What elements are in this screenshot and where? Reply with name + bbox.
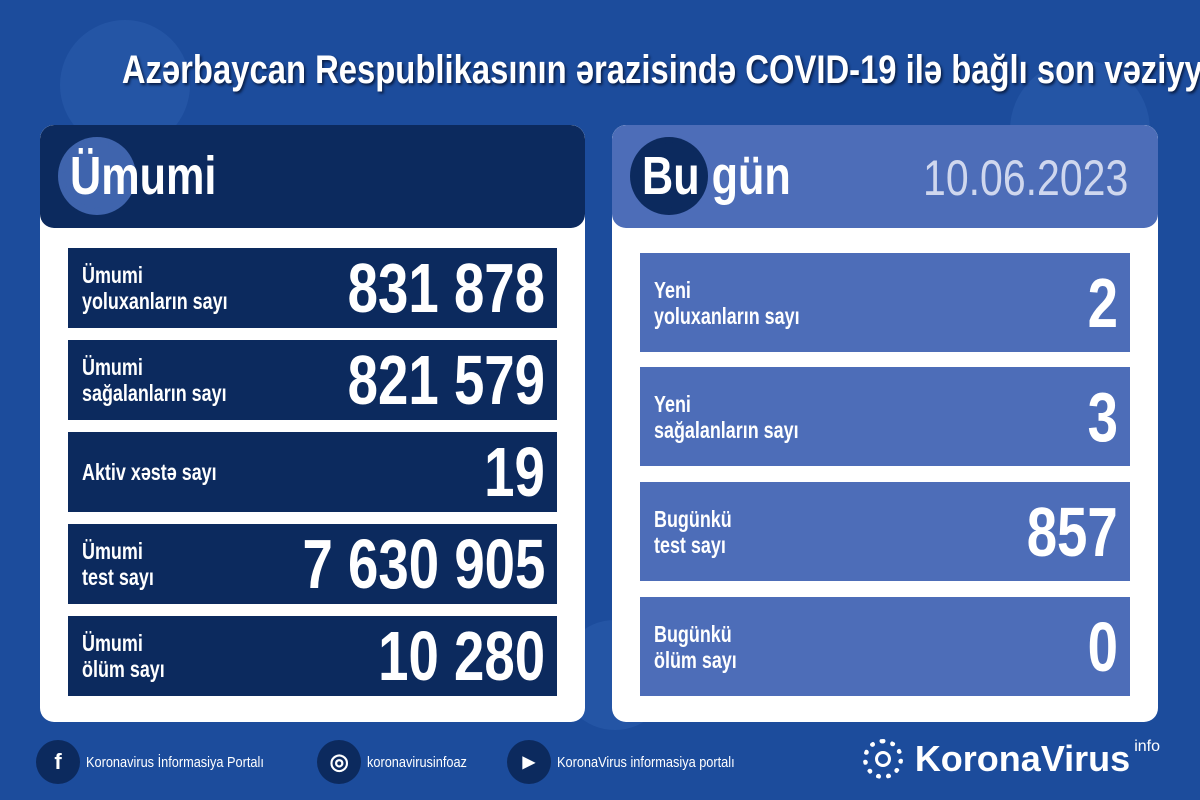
stat-value: 10 280: [377, 617, 545, 695]
stat-label: Ümumi yoluxanların sayı: [82, 262, 228, 314]
total-header: Ümumi: [40, 125, 585, 228]
stat-row: Yeni yoluxanların sayı 2: [640, 253, 1130, 352]
youtube-link[interactable]: ▶ KoronaVirus informasiya portalı: [506, 740, 746, 784]
virus-icon: [630, 137, 708, 215]
page-title: Azərbaycan Respublikasının ərazisində CO…: [0, 48, 1200, 93]
stat-label: Bugünkü ölüm sayı: [654, 620, 737, 673]
stat-value: 831 878: [347, 249, 545, 327]
facebook-text: Koronavirus İnformasiya Portalı: [86, 753, 264, 771]
title-text: Azərbaycan Respublikasının ərazisində CO…: [121, 48, 1200, 92]
footer: f Koronavirus İnformasiya Portalı ◎ korona…: [36, 738, 1160, 786]
instagram-text: koronavirusinfoaz: [367, 753, 468, 771]
stat-label: Bugünkü test sayı: [654, 505, 732, 558]
total-card: Ümumi Ümumi yoluxanların sayı 831 878 Ümu…: [40, 125, 585, 722]
stat-value: 3: [1087, 377, 1118, 456]
stat-row: Bugünkü ölüm sayı 0: [640, 597, 1130, 696]
stat-row: Ümumi ölüm sayı 10 280: [68, 616, 557, 696]
stat-row: Ümumi sağalanların sayı 821 579: [68, 340, 557, 420]
today-date: 10.06.2023: [922, 150, 1128, 206]
facebook-icon: f: [36, 740, 80, 784]
today-header: Bu gün 10.06.2023: [612, 125, 1158, 228]
instagram-icon: ◎: [317, 740, 362, 784]
brand-name: KoronaVirus: [914, 738, 1131, 779]
youtube-text: KoronaVirus informasiya portalı: [556, 753, 735, 771]
stat-value: 0: [1087, 607, 1118, 686]
instagram-link[interactable]: ◎ koronavirusinfoaz: [317, 740, 468, 784]
stat-row: Ümumi yoluxanların sayı 831 878: [68, 248, 557, 328]
stat-value: 2: [1087, 263, 1118, 342]
stat-value: 821 579: [347, 341, 545, 419]
stat-label: Aktiv xəstə sayı: [82, 459, 217, 485]
today-card: Bu gün 10.06.2023 Yeni yoluxanların sayı…: [612, 125, 1158, 722]
stat-label: Ümumi test sayı: [82, 538, 154, 590]
brand-sup: info: [1134, 738, 1160, 755]
stat-label: Ümumi ölüm sayı: [82, 630, 165, 682]
stat-value: 857: [1026, 492, 1118, 571]
stat-value: 19: [484, 433, 545, 511]
today-heading: Bu gün: [642, 146, 791, 206]
brand-logo: KoronaVirus info: [862, 738, 1160, 780]
total-heading: Ümumi: [70, 146, 217, 206]
stat-row: Ümumi test sayı 7 630 905: [68, 524, 557, 604]
facebook-link[interactable]: f Koronavirus İnformasiya Portalı: [36, 740, 275, 784]
stat-row: Bugünkü test sayı 857: [640, 482, 1130, 581]
stat-row: Aktiv xəstə sayı 19: [68, 432, 557, 512]
stat-label: Yeni yoluxanların sayı: [654, 276, 800, 329]
youtube-icon: ▶: [506, 740, 551, 784]
stat-row: Yeni sağalanların sayı 3: [640, 367, 1130, 466]
stat-label: Ümumi sağalanların sayı: [82, 354, 227, 406]
stat-value: 7 630 905: [302, 525, 545, 603]
virus-icon: [58, 137, 136, 215]
stat-label: Yeni sağalanların sayı: [654, 390, 799, 443]
sun-logo-icon: [862, 739, 903, 779]
